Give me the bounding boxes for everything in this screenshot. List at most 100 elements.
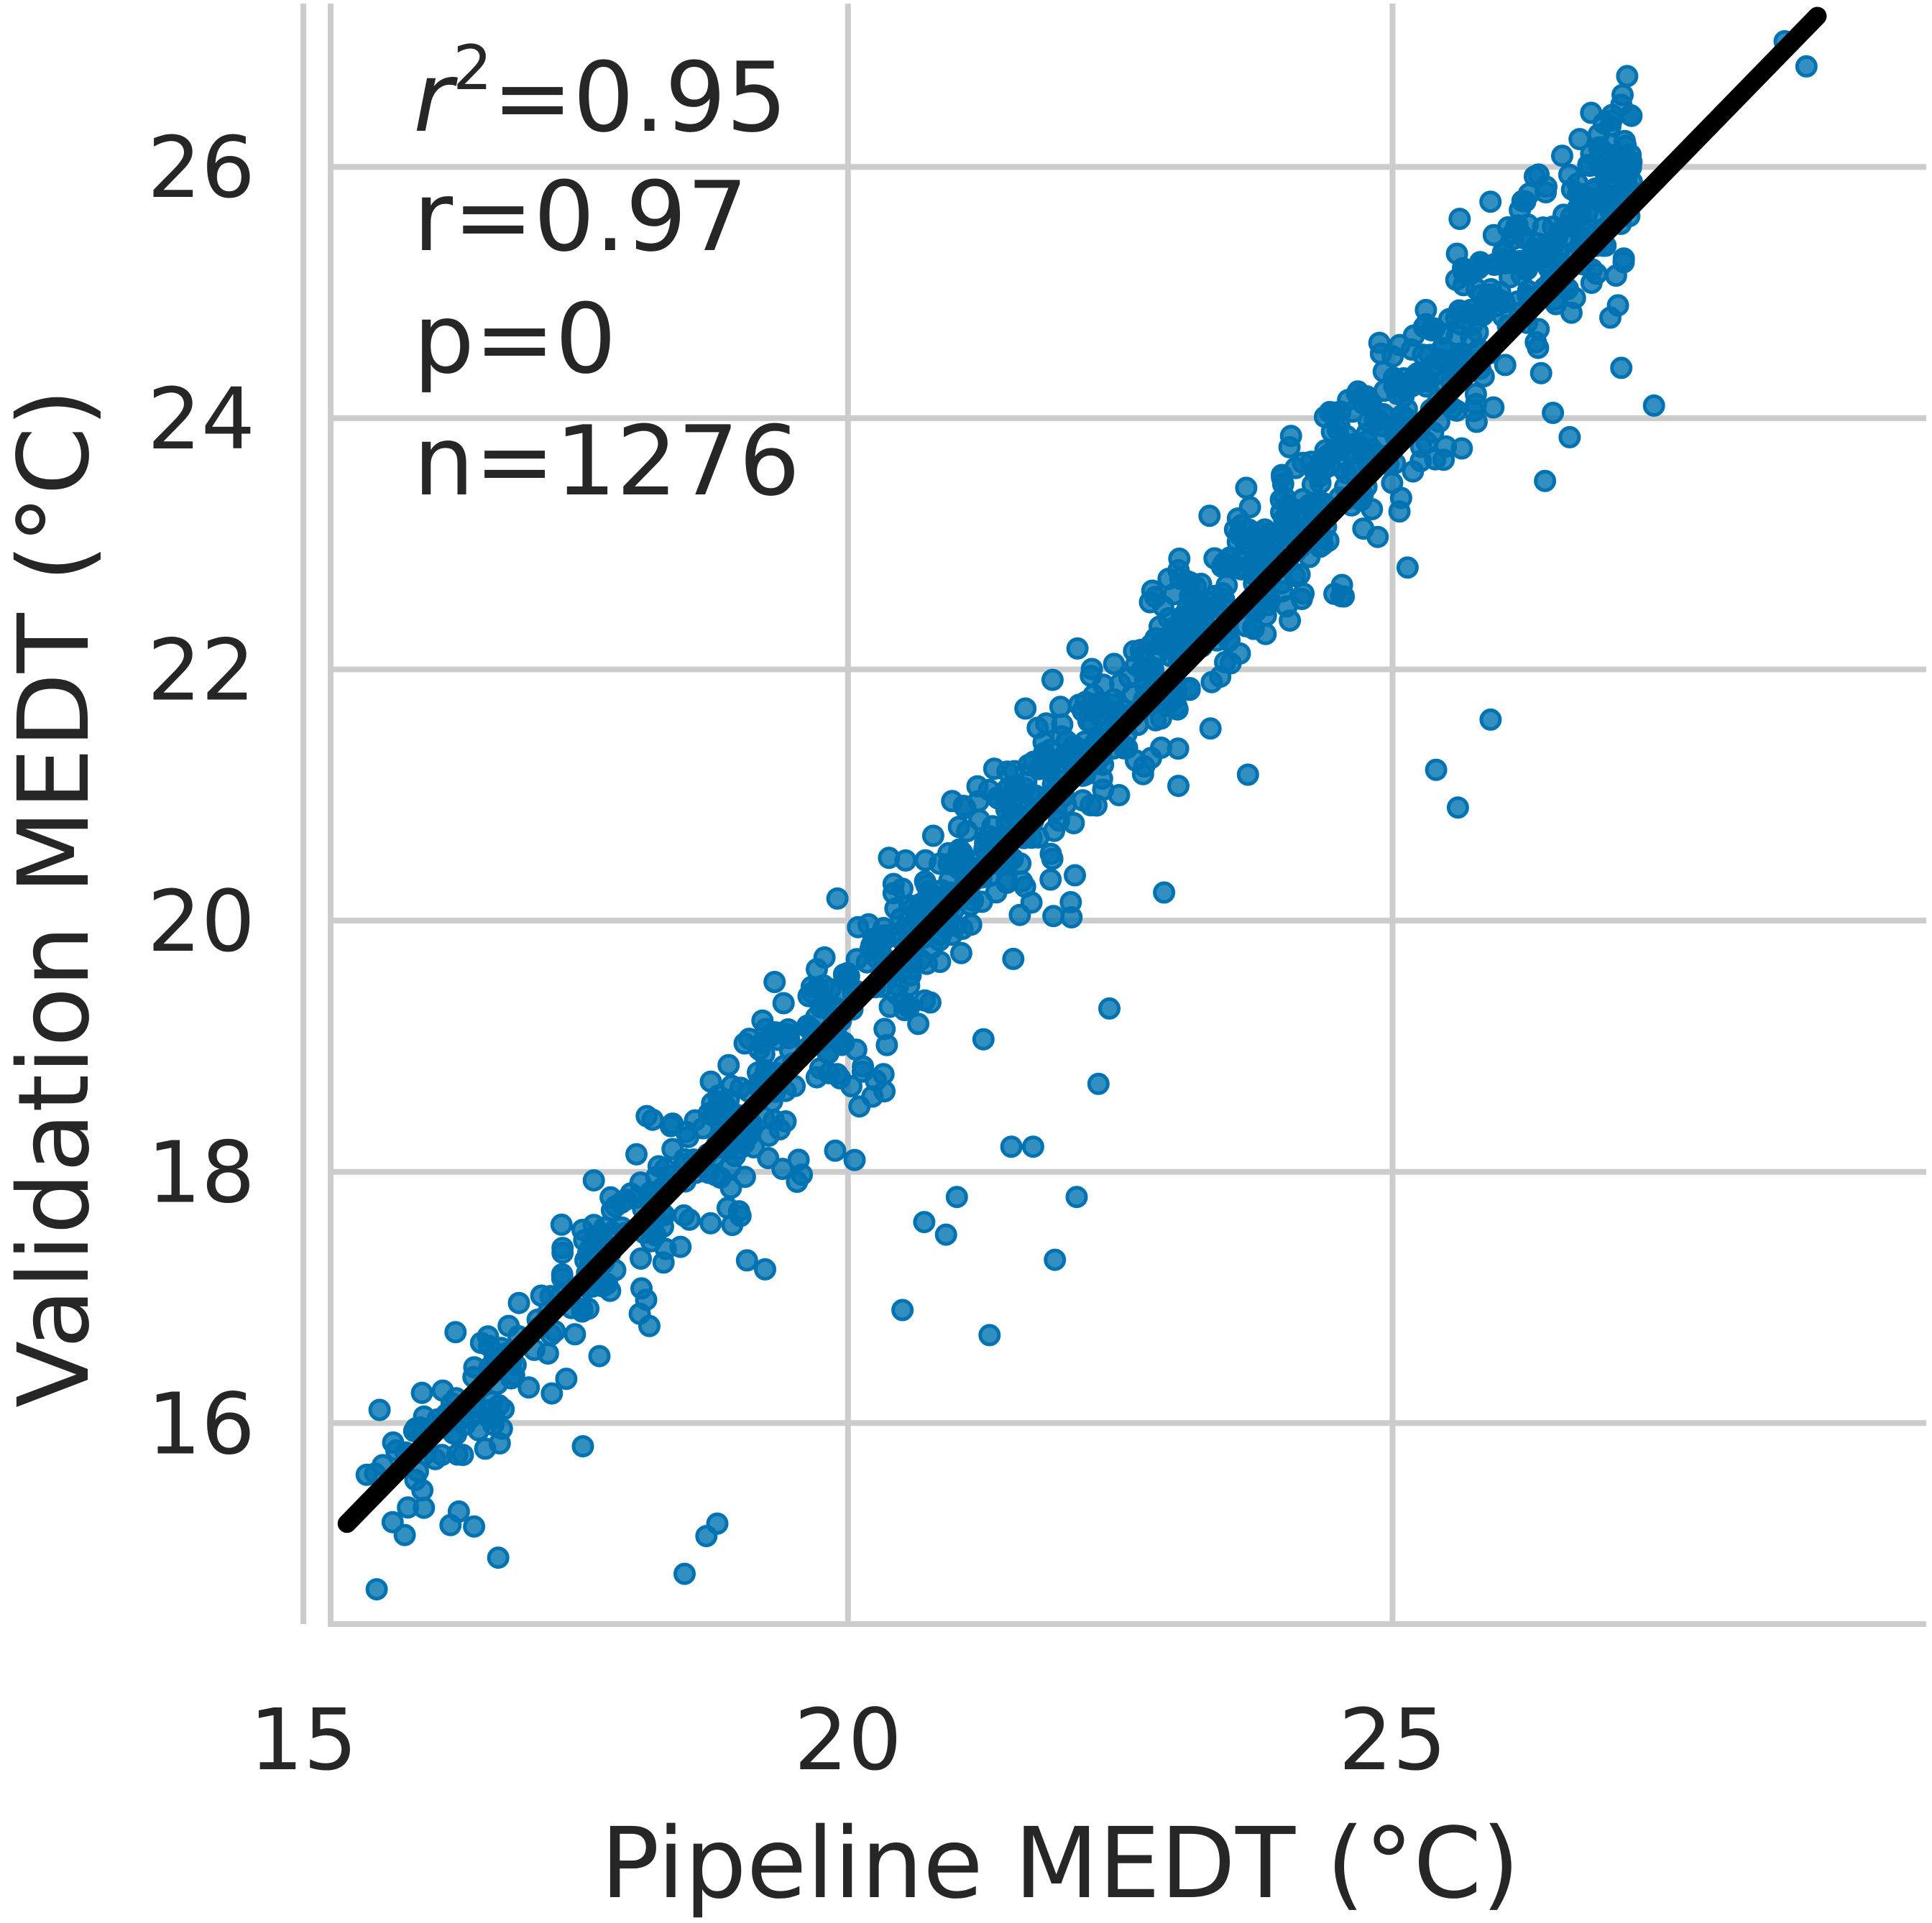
data-point	[1452, 274, 1475, 297]
data-point	[717, 1053, 740, 1076]
data-point	[478, 1334, 501, 1357]
data-point	[868, 941, 891, 964]
data-point	[1527, 163, 1550, 186]
data-point	[463, 1515, 486, 1538]
y-tick-label: 22	[147, 620, 255, 719]
data-point	[1039, 842, 1062, 865]
data-point	[1389, 486, 1412, 509]
fit-line-group	[337, 6, 1827, 1534]
data-point	[978, 1324, 1001, 1347]
data-point	[764, 1021, 787, 1044]
stat-r: r=0.97	[413, 161, 748, 273]
data-point	[1049, 696, 1072, 719]
data-point	[890, 907, 912, 930]
data-point	[1021, 1135, 1044, 1158]
data-point	[1149, 707, 1172, 730]
data-point	[1085, 794, 1108, 817]
data-point	[1614, 169, 1637, 192]
data-point	[1616, 65, 1639, 88]
y-tick-label: 26	[147, 118, 255, 217]
data-point	[763, 971, 786, 993]
data-point	[1611, 83, 1634, 106]
data-point	[836, 962, 859, 984]
data-point	[872, 1063, 895, 1086]
data-point	[1328, 413, 1351, 436]
data-point	[678, 1208, 701, 1231]
data-point	[625, 1143, 648, 1166]
data-point	[695, 1525, 718, 1548]
data-point	[684, 1109, 707, 1132]
data-point	[1471, 303, 1494, 326]
data-point	[564, 1323, 586, 1346]
data-point	[550, 1213, 573, 1236]
data-point	[1580, 272, 1603, 295]
data-point	[882, 872, 905, 895]
data-point	[410, 1381, 433, 1404]
data-point	[934, 1223, 957, 1246]
data-point	[487, 1546, 510, 1569]
data-point	[891, 1299, 914, 1322]
data-point	[1226, 507, 1249, 530]
data-point	[1366, 525, 1389, 548]
data-point	[757, 1147, 780, 1169]
data-point	[1425, 758, 1448, 781]
y-tick-label: 18	[147, 1123, 255, 1222]
data-point	[630, 1247, 652, 1270]
data-point	[1568, 128, 1591, 151]
data-point	[1330, 573, 1353, 596]
data-point	[479, 1407, 502, 1430]
data-point	[1087, 1072, 1110, 1095]
data-point	[735, 1249, 758, 1272]
data-point	[404, 1468, 427, 1491]
data-point	[824, 1139, 847, 1162]
data-point	[588, 1345, 611, 1368]
data-point	[1391, 404, 1414, 427]
data-point	[956, 820, 979, 843]
data-point	[518, 1376, 540, 1399]
data-point	[1041, 668, 1064, 691]
data-point	[1092, 673, 1115, 696]
data-point	[716, 1196, 739, 1219]
data-point	[1075, 691, 1097, 714]
data-point	[1057, 749, 1080, 772]
data-point	[995, 778, 1018, 801]
data-point	[1551, 144, 1573, 167]
data-point	[1013, 875, 1036, 898]
data-point	[413, 1496, 436, 1519]
data-point	[628, 1302, 651, 1325]
stat-r-squared: r2=0.95	[413, 32, 787, 154]
data-point	[1028, 757, 1051, 780]
data-point	[1199, 717, 1222, 740]
data-point	[555, 1368, 578, 1391]
data-point	[875, 1033, 898, 1056]
data-point	[1566, 172, 1589, 195]
data-point	[474, 1437, 497, 1460]
data-point	[1271, 580, 1294, 603]
data-point	[1150, 737, 1172, 759]
data-point	[1103, 652, 1126, 675]
data-point	[1098, 997, 1121, 1020]
data-point	[1167, 635, 1190, 658]
data-point	[754, 1258, 776, 1281]
data-point	[1124, 749, 1147, 772]
y-tick-label: 24	[147, 369, 255, 469]
data-point	[1448, 300, 1471, 323]
data-point	[579, 1237, 602, 1260]
data-point	[1552, 203, 1575, 226]
data-point	[909, 949, 932, 971]
data-points	[355, 29, 1818, 1601]
data-point	[1002, 947, 1025, 970]
data-point	[1558, 425, 1581, 448]
data-point	[772, 992, 795, 1015]
data-point	[894, 849, 917, 872]
data-point	[1284, 507, 1307, 530]
data-point	[1125, 653, 1147, 676]
data-point	[1178, 678, 1201, 701]
data-point	[829, 1067, 852, 1089]
data-point	[1108, 784, 1131, 806]
data-point	[1317, 530, 1340, 552]
data-point	[945, 1186, 968, 1209]
data-point	[1236, 763, 1259, 786]
data-point	[852, 1055, 875, 1078]
